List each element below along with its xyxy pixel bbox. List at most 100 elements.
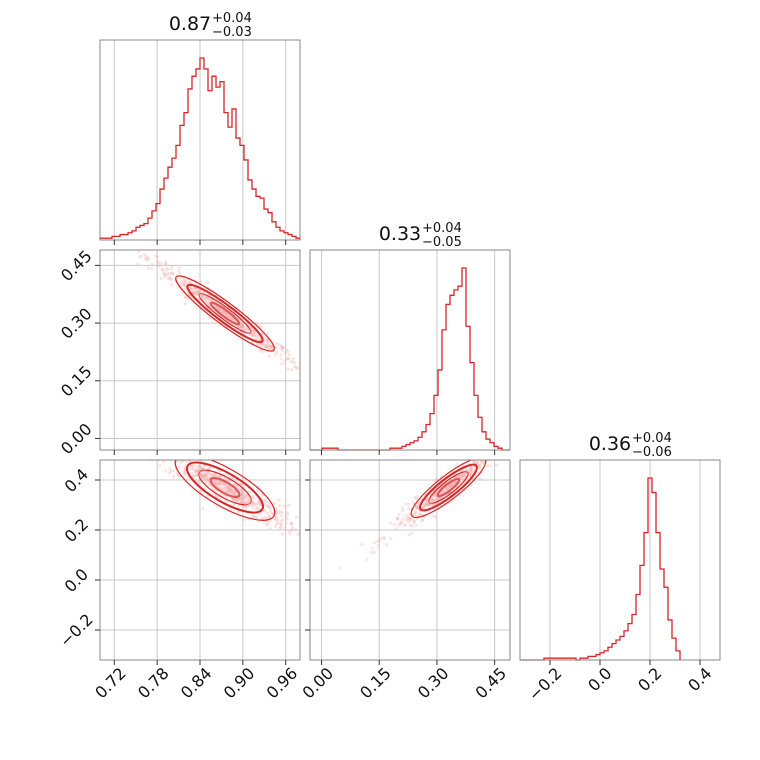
sample-point (252, 331, 257, 335)
sample-point (241, 324, 245, 329)
sample-point (190, 465, 194, 469)
sample-point (243, 327, 247, 331)
sample-point (265, 338, 269, 342)
sample-point (178, 271, 182, 275)
sample-point (395, 526, 399, 531)
sample-point (240, 322, 245, 326)
sample-point (395, 516, 399, 521)
sample-point (314, 531, 317, 534)
sample-point (184, 278, 188, 283)
sample-point (236, 486, 240, 490)
sample-point (283, 514, 288, 518)
sample-point (144, 254, 148, 258)
sample-point (183, 473, 187, 477)
sample-point (191, 291, 196, 295)
sample-point (280, 510, 284, 514)
sample-point (194, 292, 198, 296)
sample-point (243, 494, 248, 498)
sample-point (373, 550, 377, 554)
sample-point (290, 525, 294, 530)
sample-point (108, 420, 111, 423)
sample-point (216, 505, 220, 509)
x-tick-label-p2: 0.0 (584, 664, 615, 695)
sample-point (246, 504, 250, 508)
sample-point (197, 290, 201, 294)
sample-point (212, 487, 216, 492)
sample-point (476, 463, 481, 467)
sample-point (187, 456, 190, 459)
sample-point (435, 477, 439, 481)
sample-point (258, 338, 262, 342)
sample-point (397, 513, 401, 517)
sample-point (250, 333, 254, 337)
sample-point (212, 472, 217, 477)
sample-point (450, 483, 454, 487)
sample-point (206, 296, 210, 300)
sample-point (494, 463, 499, 467)
sample-point (169, 267, 173, 271)
sample-point (277, 504, 282, 508)
sample-point (206, 479, 210, 483)
sample-point (274, 515, 278, 519)
sample-point (187, 467, 192, 471)
contour-level-2 (198, 469, 252, 506)
sample-point (167, 471, 171, 475)
sample-point (213, 481, 217, 485)
sample-point (222, 483, 227, 487)
sample-point (226, 486, 230, 490)
sample-point (197, 288, 201, 292)
sample-point (415, 507, 420, 511)
sample-point (255, 501, 259, 505)
sample-point (479, 460, 484, 464)
sample-point (279, 347, 283, 351)
sample-point (421, 506, 425, 510)
sample-point (239, 490, 243, 494)
sample-point (305, 375, 308, 378)
sample-point (325, 531, 328, 534)
sample-point (187, 280, 191, 285)
contour-level-0 (174, 460, 276, 521)
sample-point (424, 502, 428, 506)
sample-point (389, 536, 393, 540)
sample-point (461, 473, 465, 477)
sample-point (401, 517, 405, 521)
sample-point (241, 497, 245, 501)
sample-point (214, 305, 219, 310)
sample-point (217, 474, 221, 478)
sample-point (282, 359, 287, 364)
sample-point (194, 464, 198, 469)
sample-point (188, 460, 192, 463)
sample-point (410, 524, 414, 528)
sample-point (157, 264, 161, 268)
sample-point (213, 472, 218, 476)
sample-point (448, 484, 452, 489)
sample-point (274, 517, 278, 521)
sample-point (254, 507, 258, 511)
sample-point (240, 323, 244, 327)
sample-point (224, 314, 229, 318)
sample-point (168, 467, 172, 471)
sample-point (182, 283, 186, 287)
sample-point (502, 441, 505, 444)
sample-point (279, 521, 283, 526)
sample-point (164, 262, 168, 266)
sample-point (239, 325, 243, 330)
sample-point (158, 464, 162, 468)
sample-point (405, 515, 409, 520)
sample-point (267, 515, 271, 519)
sample-point (267, 354, 271, 358)
sample-point (262, 342, 267, 347)
sample-point (144, 258, 149, 262)
sample-point (229, 490, 234, 494)
sample-point (166, 277, 171, 281)
sample-point (196, 481, 201, 485)
sample-point (412, 520, 416, 524)
contour-level-0 (175, 275, 275, 352)
sample-point (269, 510, 273, 514)
sample-point (287, 357, 291, 361)
sample-point (251, 506, 255, 510)
sample-point (225, 312, 229, 316)
sample-point (414, 505, 418, 509)
sample-point (501, 443, 504, 446)
sample-point (285, 511, 289, 515)
